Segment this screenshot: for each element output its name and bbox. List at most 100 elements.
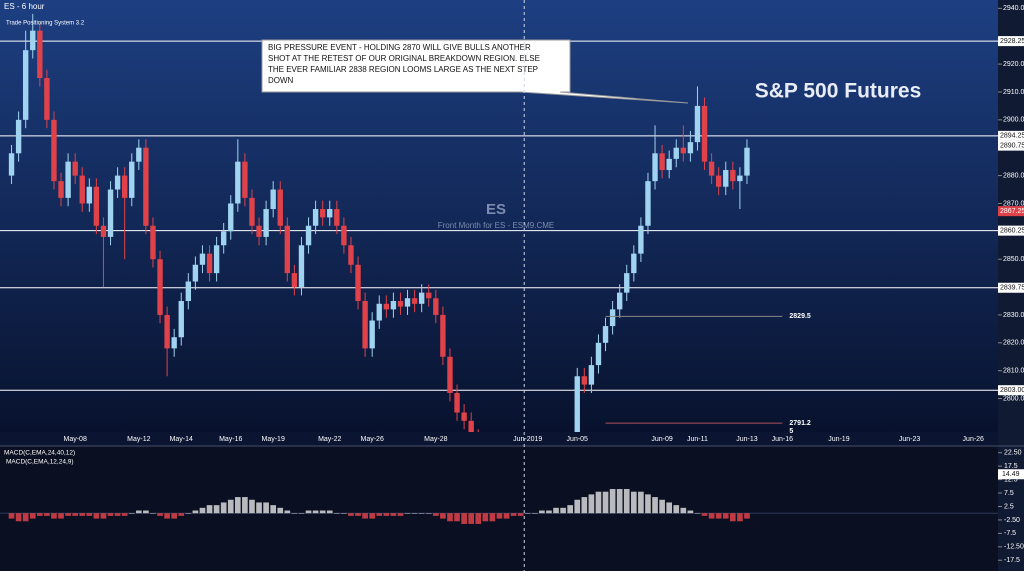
macd-area: [0, 489, 998, 524]
macd-bar: [121, 513, 128, 516]
candle-body: [93, 186, 100, 226]
candle-body: [15, 119, 22, 154]
macd-bar: [744, 513, 750, 519]
candle-body: [30, 30, 36, 51]
macd-bar: [249, 499, 255, 514]
macd-bar: [510, 513, 517, 516]
candle-body: [284, 225, 291, 274]
level-label: 2839.75: [1000, 285, 1024, 292]
macd-bar: [256, 502, 262, 514]
candle-body: [121, 175, 128, 198]
x-tick-label: Jun-05: [567, 436, 589, 443]
candle-body: [178, 301, 184, 338]
y-tick-label: 2920.00: [1003, 61, 1024, 68]
price-area: [0, 13, 998, 432]
candle-body: [79, 175, 85, 204]
candle-body: [673, 147, 679, 159]
candle-body: [708, 161, 715, 176]
marker-sub: 5: [789, 428, 793, 435]
macd-bar: [666, 502, 673, 514]
candle-body: [22, 50, 29, 120]
candle-body: [638, 225, 644, 254]
macd-last-label: 14.49: [1002, 471, 1020, 478]
candle-body: [199, 253, 206, 265]
macd-bar: [128, 513, 135, 514]
macd-bar: [461, 513, 467, 524]
macd-bar: [659, 499, 665, 514]
macd-bar: [645, 494, 651, 514]
y-tick-label: 2800.00: [1003, 395, 1024, 402]
candle-body: [645, 181, 651, 226]
macd-y-tick-label: 2.5: [1004, 503, 1014, 510]
watermark-sub: Front Month for ES - ESM9.CME: [438, 221, 554, 230]
candle-body: [616, 292, 623, 310]
x-tick-label: May-22: [318, 436, 341, 443]
macd-bar: [178, 513, 185, 516]
candle-body: [581, 376, 588, 385]
x-tick-label: Jun-09: [651, 436, 673, 443]
macd-bar: [673, 505, 680, 514]
candle-body: [744, 147, 750, 176]
candle-body: [418, 292, 425, 304]
macd-bar: [312, 510, 319, 514]
macd-bar: [701, 513, 708, 516]
macd-bar: [242, 497, 248, 514]
macd-bar: [114, 513, 121, 516]
candle-body: [426, 292, 432, 299]
y-tick-label: 2850.00: [1003, 256, 1024, 263]
macd-bar: [51, 513, 57, 519]
candle-body: [631, 253, 637, 274]
candle-body: [171, 337, 177, 349]
macd-bar: [199, 507, 206, 514]
macd-bar: [348, 513, 354, 516]
x-axis-panel: [0, 432, 998, 446]
macd-bar: [432, 513, 439, 516]
candle-body: [319, 209, 326, 218]
macd-bar: [418, 513, 425, 514]
macd-bar: [411, 513, 418, 514]
marker-label: 2791.2: [789, 420, 811, 427]
macd-legend: MACD(C,EMA,12,24,9): [6, 459, 74, 466]
x-tick-label: Jun-16: [772, 436, 794, 443]
candle-body: [235, 161, 241, 204]
macd-bar: [44, 513, 50, 516]
x-tick-label: May-28: [424, 436, 447, 443]
macd-bar: [355, 513, 361, 516]
level-box: [998, 225, 1024, 236]
macd-y-tick-label: -12.50: [1004, 544, 1024, 551]
level-box: [998, 36, 1024, 47]
macd-bar: [319, 510, 326, 514]
macd-bar: [390, 513, 397, 516]
candle-body: [277, 189, 283, 226]
macd-y-tick-label: 17.5: [1004, 463, 1018, 470]
macd-y-tick-label: -7.5: [1004, 530, 1016, 537]
macd-bar: [107, 513, 114, 516]
candle-body: [341, 225, 347, 246]
candle-body: [228, 203, 234, 232]
candle-body: [433, 298, 439, 315]
candle-body: [454, 392, 460, 413]
macd-bar: [227, 499, 234, 514]
macd-bar: [602, 491, 609, 514]
macd-bar: [333, 513, 340, 514]
candle-body: [334, 209, 340, 226]
candle-body: [461, 412, 467, 421]
level-label: 2860.25: [1000, 227, 1024, 234]
candle-body: [312, 209, 319, 226]
macd-bar: [362, 513, 368, 519]
candle-body: [129, 161, 135, 198]
candle-body: [397, 301, 404, 307]
candle-body: [666, 158, 672, 171]
annotation-line: SHOT AT THE RETEST OF OUR ORIGINAL BREAK…: [268, 54, 540, 63]
level-label: 2928.25: [1000, 38, 1024, 45]
subheader: Trade Positioning System 3.2: [6, 21, 85, 27]
level-box: [998, 130, 1024, 141]
macd-y-tick-label: -2.50: [1004, 517, 1020, 524]
candle-body: [298, 245, 305, 288]
candle-body: [44, 78, 50, 120]
level-box: [998, 140, 1024, 151]
macd-bar: [553, 507, 559, 514]
macd-y-tick-label: -17.5: [1004, 557, 1020, 564]
candle-body: [355, 264, 361, 302]
